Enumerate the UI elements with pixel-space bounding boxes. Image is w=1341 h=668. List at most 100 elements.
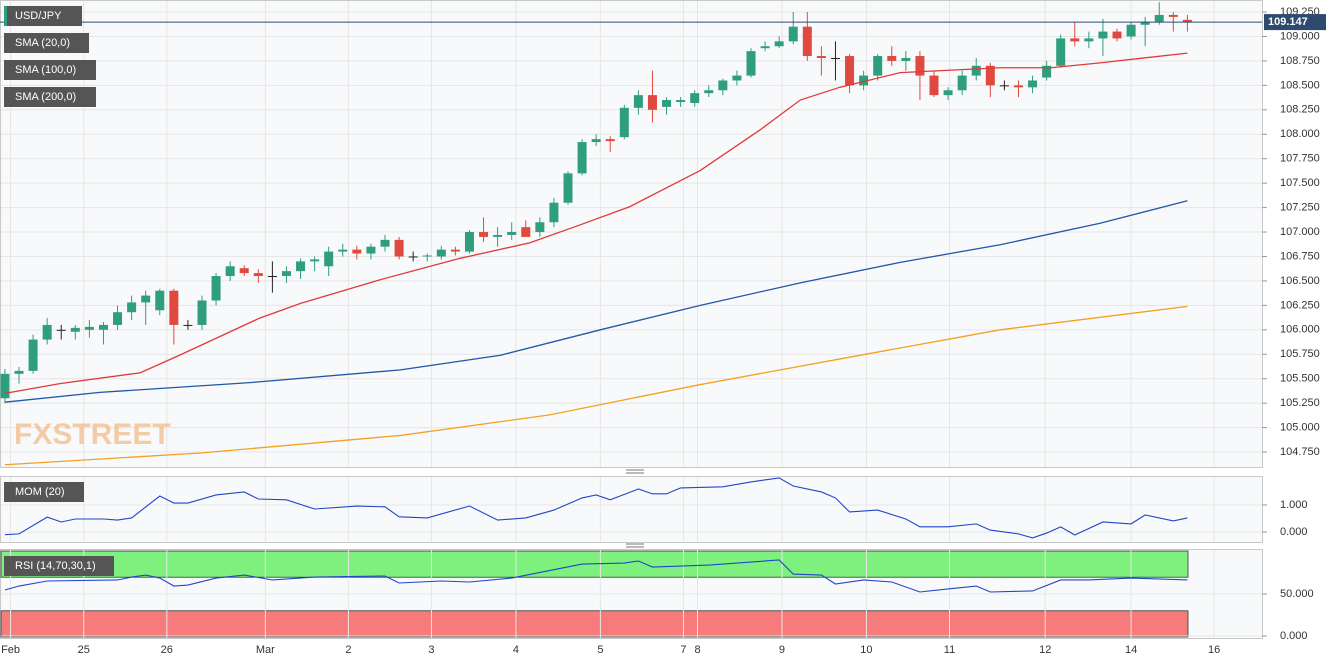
candle-body [830, 57, 840, 59]
candle-body [42, 324, 52, 340]
y-tick-label: 108.750 [1280, 55, 1320, 67]
candle-body [676, 100, 686, 102]
legend-box [4, 482, 84, 502]
y-tick-label: 106.750 [1280, 250, 1320, 262]
candle-body [380, 239, 390, 247]
candle-body [56, 329, 66, 331]
candle-body [197, 300, 207, 325]
candle-body [591, 139, 601, 143]
watermark: FXSTREET [14, 418, 171, 451]
candle-body [563, 173, 573, 203]
candle-body [929, 75, 939, 96]
y-tick-label: 108.000 [1280, 128, 1320, 140]
y-tick-label: 109.000 [1280, 30, 1320, 42]
candle-body [774, 41, 784, 47]
candle-body [633, 95, 643, 108]
candle-body [816, 56, 826, 58]
x-tick-label: 8 [694, 644, 700, 656]
candle-body [999, 85, 1009, 87]
y-tick-label: 104.750 [1280, 446, 1320, 458]
candle-body [281, 271, 291, 277]
candle-body [577, 142, 587, 174]
candle-body [788, 26, 798, 42]
last-price-label: 109.147 [1268, 16, 1308, 28]
candle-body [1042, 65, 1052, 78]
candle-body [1098, 31, 1108, 39]
y-tick-label: 107.500 [1280, 177, 1320, 189]
candle-body [873, 56, 883, 76]
candle-body [535, 222, 545, 233]
y-tick-label: 106.500 [1280, 275, 1320, 287]
candle-body [802, 26, 812, 57]
legend-box [4, 60, 96, 80]
candle-body [422, 255, 432, 257]
candle-body [957, 75, 967, 91]
candle-body [141, 295, 151, 303]
candle-body [338, 249, 348, 252]
candle-body [507, 232, 517, 235]
candle-body [310, 259, 320, 262]
candle-body [845, 56, 855, 86]
candle-body [971, 65, 981, 76]
candle-body [915, 56, 925, 76]
y-tick-label: 107.250 [1280, 201, 1320, 213]
legend-box [4, 87, 96, 107]
x-tick-label: 26 [161, 644, 173, 656]
y-tick-label: 50.000 [1280, 588, 1314, 600]
candle-body [155, 290, 165, 311]
legend-label: MOM (20) [15, 486, 65, 498]
x-tick-label: 3 [428, 644, 434, 656]
legend-swatch [4, 6, 7, 26]
candle-body [1112, 31, 1122, 39]
legend-box [4, 6, 82, 26]
x-tick-label: 14 [1125, 644, 1137, 656]
candle-body [943, 90, 953, 96]
candle-body [521, 227, 531, 237]
sma-line [4, 200, 1188, 403]
y-tick-label: 108.250 [1280, 104, 1320, 116]
legend-label: USD/JPY [15, 10, 62, 22]
y-tick-label: 105.000 [1280, 422, 1320, 434]
x-tick-label: 7 [680, 644, 686, 656]
candle-body [366, 246, 376, 254]
candle-body [267, 276, 277, 278]
x-tick-label: 25 [78, 644, 90, 656]
sma-line [4, 305, 1188, 466]
sma-line [4, 52, 1188, 395]
candle-body [985, 65, 995, 86]
y-tick-label: 1.000 [1280, 499, 1308, 511]
candle-body [211, 276, 221, 301]
y-tick-label: 105.750 [1280, 348, 1320, 360]
candle-body [70, 327, 80, 332]
candle-body [901, 57, 911, 61]
y-tick-label: 0.000 [1280, 630, 1308, 642]
candle-body [239, 268, 249, 274]
oversold-band [0, 610, 1189, 638]
candle-body [887, 56, 897, 61]
candle-body [169, 290, 179, 325]
candle-body [464, 232, 474, 252]
indicator-line [4, 477, 1188, 539]
candle-body [352, 249, 362, 254]
candle-body [324, 251, 334, 267]
panel [0, 0, 1263, 468]
candle-body [1013, 85, 1023, 88]
y-tick-label: 106.000 [1280, 324, 1320, 336]
candle-body [1182, 19, 1192, 23]
candle-body [690, 93, 700, 103]
candle-body [408, 256, 418, 258]
legend-label: SMA (100,0) [15, 64, 76, 76]
x-tick-label: Mar [256, 644, 275, 656]
x-tick-label: 9 [779, 644, 785, 656]
legend: USD/JPY SMA (20,0) SMA (100,0) SMA (200,… [4, 6, 114, 576]
candle-body [14, 370, 24, 374]
x-tick-label: 4 [513, 644, 519, 656]
candle-body [436, 249, 446, 257]
candle-body [718, 80, 728, 91]
candle-body [605, 139, 615, 142]
indicator-line [4, 559, 1188, 593]
y-tick-label: 106.250 [1280, 299, 1320, 311]
y-tick-label: 105.500 [1280, 373, 1320, 385]
candle-body [84, 326, 94, 330]
